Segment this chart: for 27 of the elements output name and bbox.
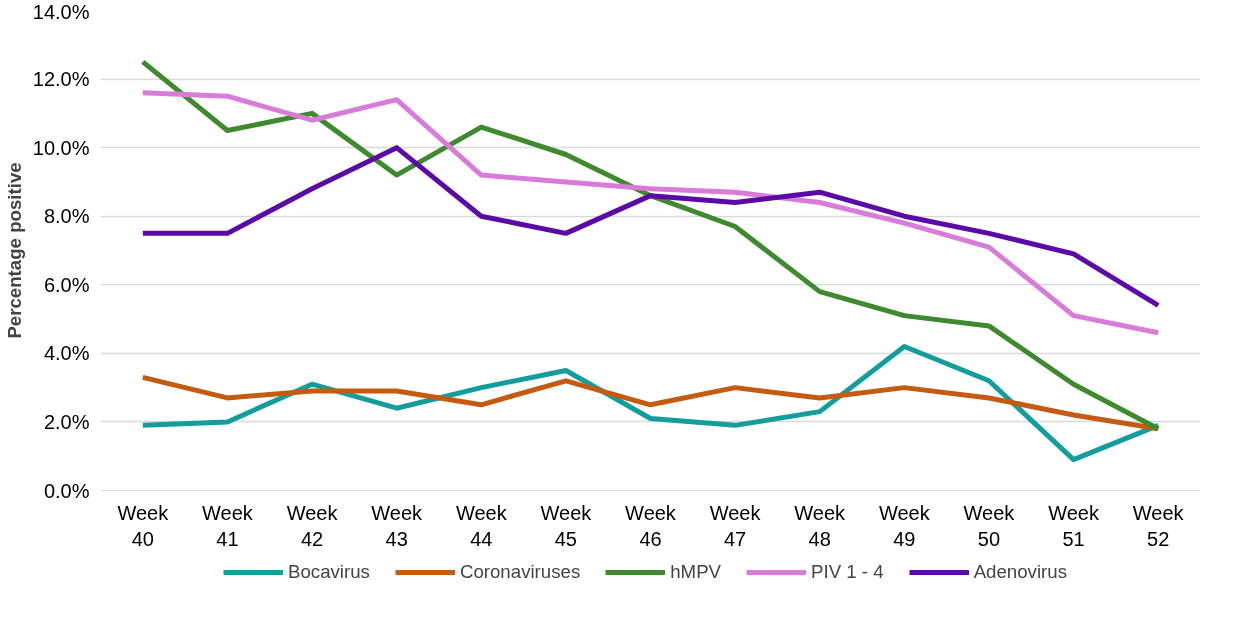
y-tick-label: 12.0% (32, 68, 90, 91)
x-tick-label: Week 40 (117, 501, 170, 550)
x-tick-label: Week 43 (371, 501, 424, 550)
legend-label: PIV 1 - 4 (811, 561, 884, 583)
x-tick-label: Week 52 (1132, 501, 1185, 550)
x-tick-label: Week 42 (286, 501, 339, 550)
x-tick-label: Week 46 (625, 501, 677, 550)
y-tick-label: 0.0% (43, 479, 90, 502)
x-tick-label: Week 50 (963, 501, 1016, 550)
x-tick-label: Week 48 (794, 501, 847, 550)
y-axis-title: Percentage positive (3, 162, 25, 339)
legend-label: Bocavirus (288, 561, 370, 583)
legend-label: Coronaviruses (459, 561, 581, 583)
y-tick-label: 14.0% (32, 0, 90, 23)
y-tick-label: 2.0% (43, 410, 90, 433)
x-tick-label: Week 44 (455, 501, 508, 550)
y-tick-label: 6.0% (43, 273, 90, 296)
x-tick-label: Week 45 (540, 501, 593, 550)
y-tick-label: 4.0% (43, 342, 90, 365)
x-tick-label: Week 47 (709, 501, 762, 550)
x-tick-label: Week 41 (202, 501, 254, 550)
x-tick-label: Week 51 (1048, 501, 1100, 550)
legend-label: hMPV (670, 561, 722, 583)
legend-label: Adenovirus (973, 561, 1067, 583)
y-tick-label: 10.0% (32, 136, 90, 159)
x-tick-label: Week 49 (878, 501, 931, 550)
y-tick-label: 8.0% (43, 205, 90, 228)
